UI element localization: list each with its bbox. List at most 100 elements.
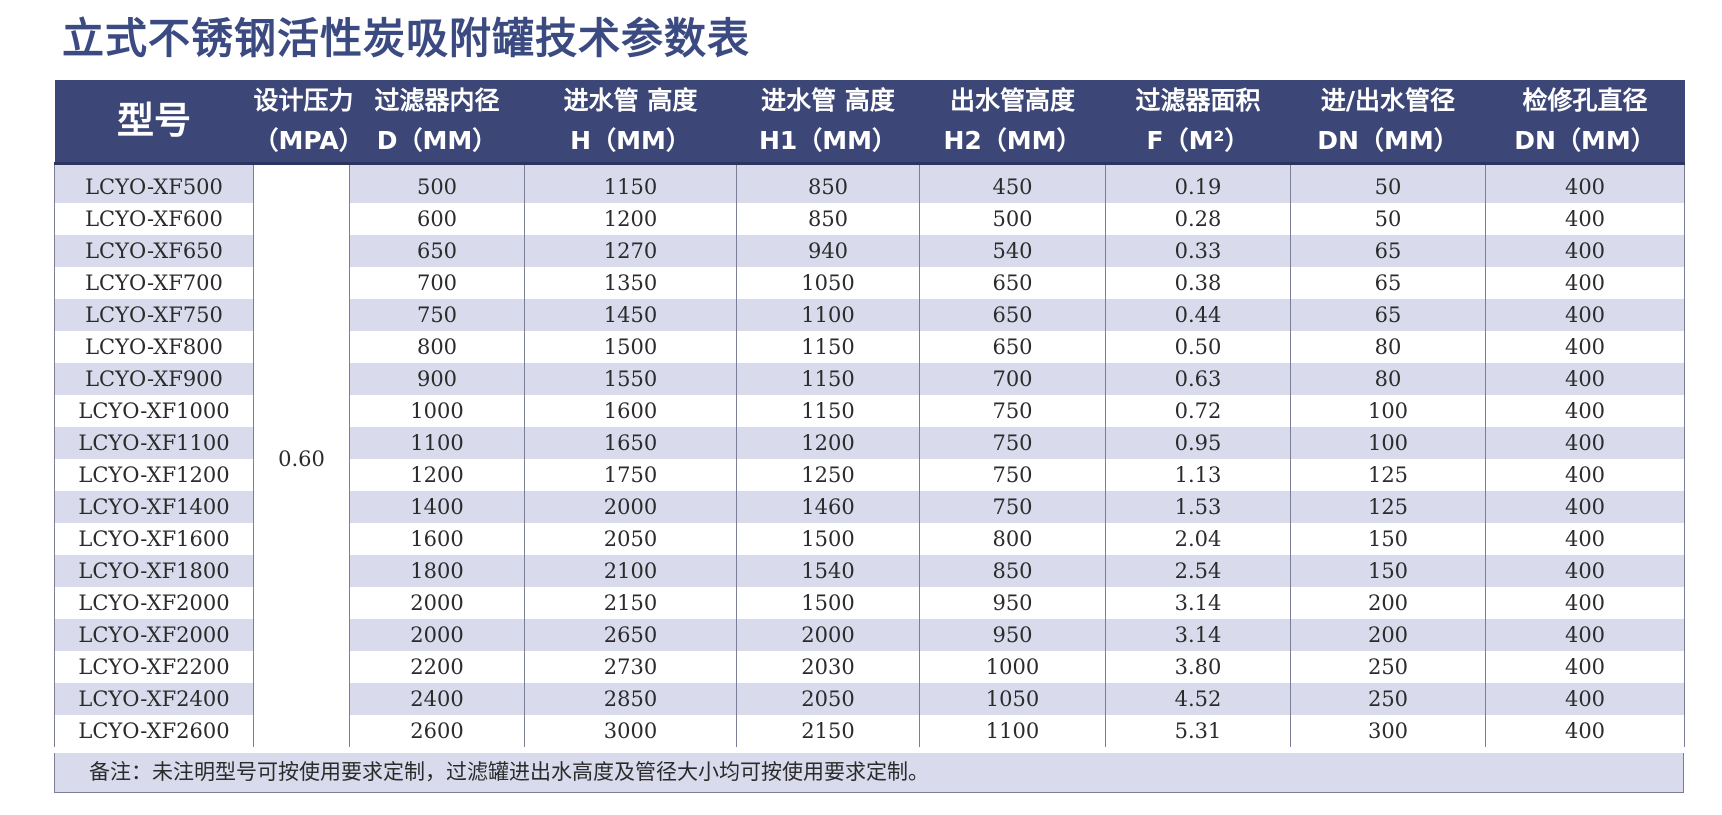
manhole-diameter-cell: 400 — [1485, 651, 1685, 683]
pipe-diameter-cell: 300 — [1290, 715, 1486, 747]
table-row: LCYO-XF650 650 1270 940 540 0.33 65 400 — [54, 235, 1685, 267]
pipe-diameter-cell: 100 — [1290, 427, 1486, 459]
table-row: LCYO-XF750 750 1450 1100 650 0.44 65 400 — [54, 299, 1685, 331]
model-cell: LCYO-XF2400 — [54, 683, 254, 715]
diameter-cell: 2200 — [349, 651, 525, 683]
model-cell: LCYO-XF2600 — [54, 715, 254, 747]
outlet-height-cell: 750 — [919, 395, 1106, 427]
inlet-height-cell: 2050 — [736, 683, 920, 715]
pipe-diameter-cell: 200 — [1290, 587, 1486, 619]
inlet-height-cell: 2000 — [736, 619, 920, 651]
manhole-diameter-cell: 400 — [1485, 587, 1685, 619]
diameter-cell: 500 — [349, 163, 525, 203]
height-cell: 1750 — [524, 459, 737, 491]
manhole-diameter-cell: 400 — [1485, 555, 1685, 587]
table-row: LCYO-XF2600 2600 3000 2150 1100 5.31 300 400 — [54, 715, 1685, 747]
table-row: LCYO-XF500 0.60 500 1150 850 450 0.19 50 400 — [54, 163, 1685, 747]
inlet-height-cell: 1460 — [736, 491, 920, 523]
table-row: LCYO-XF2000 2000 2150 1500 950 3.14 200 400 — [54, 587, 1685, 619]
header-model-label: 型号 — [117, 99, 191, 142]
model-cell: LCYO-XF1200 — [54, 459, 254, 491]
footnote: 备注：未注明型号可按使用要求定制，过滤罐进出水高度及管径大小均可按使用要求定制。 — [54, 753, 1684, 793]
inlet-height-cell: 1540 — [736, 555, 920, 587]
manhole-diameter-cell: 400 — [1485, 163, 1685, 203]
diameter-cell: 2400 — [349, 683, 525, 715]
diameter-cell: 1400 — [349, 491, 525, 523]
model-cell: LCYO-XF700 — [54, 267, 254, 299]
area-cell: 3.80 — [1105, 651, 1291, 683]
area-cell: 3.14 — [1105, 587, 1291, 619]
manhole-diameter-cell: 400 — [1485, 491, 1685, 523]
model-cell: LCYO-XF2000 — [54, 619, 254, 651]
outlet-height-cell: 750 — [919, 427, 1106, 459]
pipe-diameter-cell: 100 — [1290, 395, 1486, 427]
manhole-diameter-cell: 400 — [1485, 267, 1685, 299]
outlet-height-cell: 1000 — [919, 651, 1106, 683]
model-cell: LCYO-XF750 — [54, 299, 254, 331]
outlet-height-cell: 750 — [919, 459, 1106, 491]
area-cell: 4.52 — [1105, 683, 1291, 715]
table-body: LCYO-XF500 0.60 500 1150 850 450 0.19 50 400 LCYO… — [54, 163, 1685, 747]
area-cell: 0.19 — [1105, 163, 1291, 203]
manhole-diameter-cell: 400 — [1485, 235, 1685, 267]
outlet-height-cell: 950 — [919, 619, 1106, 651]
header-area-unit: F（M²） — [1146, 126, 1250, 155]
height-cell: 2100 — [524, 555, 737, 587]
manhole-diameter-cell: 400 — [1485, 459, 1685, 491]
header-outlet-height-label: 出水管高度 — [949, 86, 1075, 115]
diameter-cell: 2000 — [349, 619, 525, 651]
diameter-cell: 2600 — [349, 715, 525, 747]
pipe-diameter-cell: 125 — [1290, 459, 1486, 491]
inlet-height-cell: 2030 — [736, 651, 920, 683]
outlet-height-cell: 700 — [919, 363, 1106, 395]
area-cell: 1.53 — [1105, 491, 1291, 523]
table-row: LCYO-XF1400 1400 2000 1460 750 1.53 125 400 — [54, 491, 1685, 523]
height-cell: 2650 — [524, 619, 737, 651]
model-cell: LCYO-XF2000 — [54, 587, 254, 619]
outlet-height-cell: 500 — [919, 203, 1106, 235]
diameter-cell: 800 — [349, 331, 525, 363]
height-cell: 1270 — [524, 235, 737, 267]
height-cell: 2850 — [524, 683, 737, 715]
diameter-cell: 1100 — [349, 427, 525, 459]
area-cell: 0.28 — [1105, 203, 1291, 235]
model-cell: LCYO-XF1800 — [54, 555, 254, 587]
header-pipe-diameter-label: 进/出水管径 — [1320, 86, 1456, 115]
area-cell: 3.14 — [1105, 619, 1291, 651]
table-row: LCYO-XF2200 2200 2730 2030 1000 3.80 250 400 — [54, 651, 1685, 683]
page-title: 立式不锈钢活性炭吸附罐技术参数表 — [62, 14, 751, 63]
diameter-cell: 1200 — [349, 459, 525, 491]
inlet-height-cell: 1100 — [736, 299, 920, 331]
diameter-cell: 2000 — [349, 587, 525, 619]
diameter-cell: 900 — [349, 363, 525, 395]
height-cell: 2150 — [524, 587, 737, 619]
manhole-diameter-cell: 400 — [1485, 619, 1685, 651]
pipe-diameter-cell: 80 — [1290, 331, 1486, 363]
model-cell: LCYO-XF800 — [54, 331, 254, 363]
pipe-diameter-cell: 125 — [1290, 491, 1486, 523]
header-pressure: 设计压力 （MPA） — [253, 80, 364, 165]
spec-table: 型号 设计压力 （MPA） 过滤器内径 D（MM） 进水管 高度 H（MM） 进… — [54, 80, 1685, 747]
outlet-height-cell: 650 — [919, 299, 1106, 331]
table-row: LCYO-XF1200 1200 1750 1250 750 1.13 125 400 — [54, 459, 1685, 491]
outlet-height-cell: 750 — [919, 491, 1106, 523]
table-row: LCYO-XF2400 2400 2850 2050 1050 4.52 250 400 — [54, 683, 1685, 715]
manhole-diameter-cell: 400 — [1485, 363, 1685, 395]
inlet-height-cell: 1150 — [736, 331, 920, 363]
table-row: LCYO-XF700 700 1350 1050 650 0.38 65 400 — [54, 267, 1685, 299]
outlet-height-cell: 450 — [919, 163, 1106, 203]
outlet-height-cell: 1100 — [919, 715, 1106, 747]
height-cell: 1550 — [524, 363, 737, 395]
diameter-cell: 600 — [349, 203, 525, 235]
area-cell: 1.13 — [1105, 459, 1291, 491]
model-cell: LCYO-XF2200 — [54, 651, 254, 683]
area-cell: 0.95 — [1105, 427, 1291, 459]
pipe-diameter-cell: 65 — [1290, 267, 1486, 299]
inlet-height-cell: 1500 — [736, 523, 920, 555]
height-cell: 3000 — [524, 715, 737, 747]
pipe-diameter-cell: 250 — [1290, 651, 1486, 683]
diameter-cell: 1600 — [349, 523, 525, 555]
model-cell: LCYO-XF1100 — [54, 427, 254, 459]
manhole-diameter-cell: 400 — [1485, 395, 1685, 427]
outlet-height-cell: 540 — [919, 235, 1106, 267]
